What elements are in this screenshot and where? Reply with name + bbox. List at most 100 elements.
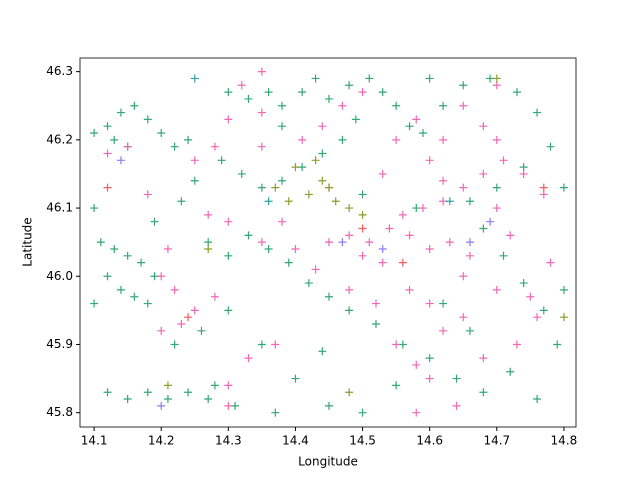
marker <box>244 354 253 363</box>
y-tick-label: 46.1 <box>46 201 73 215</box>
marker <box>298 88 307 97</box>
y-tick-label: 46.2 <box>46 132 73 146</box>
marker <box>184 313 193 322</box>
marker <box>445 238 454 247</box>
y-tick-label: 46.3 <box>46 64 73 78</box>
marker <box>278 122 287 131</box>
marker <box>257 183 266 192</box>
marker <box>157 272 166 281</box>
marker <box>459 81 468 90</box>
marker <box>103 149 112 158</box>
marker <box>130 292 139 301</box>
marker <box>492 285 501 294</box>
y-tick-label: 46.0 <box>46 269 73 283</box>
marker <box>311 265 320 274</box>
marker <box>371 320 380 329</box>
marker <box>237 81 246 90</box>
marker <box>298 135 307 144</box>
marker <box>425 244 434 253</box>
marker <box>533 108 542 117</box>
marker <box>224 251 233 260</box>
marker <box>210 142 219 151</box>
marker <box>210 292 219 301</box>
marker <box>190 176 199 185</box>
marker <box>365 74 374 83</box>
marker <box>257 142 266 151</box>
marker <box>412 408 421 417</box>
marker <box>116 156 125 165</box>
marker <box>264 197 273 206</box>
marker <box>170 340 179 349</box>
marker <box>405 285 414 294</box>
marker <box>123 251 132 260</box>
marker <box>197 326 206 335</box>
marker <box>204 210 213 219</box>
marker <box>358 210 367 219</box>
marker <box>325 238 334 247</box>
marker <box>418 129 427 138</box>
marker <box>304 190 313 199</box>
marker <box>479 224 488 233</box>
marker <box>486 217 495 226</box>
marker <box>271 183 280 192</box>
marker <box>378 88 387 97</box>
marker <box>271 408 280 417</box>
marker <box>190 306 199 315</box>
marker <box>398 340 407 349</box>
marker <box>210 381 219 390</box>
marker <box>103 122 112 131</box>
marker <box>224 306 233 315</box>
marker <box>96 238 105 247</box>
marker <box>264 88 273 97</box>
marker <box>405 231 414 240</box>
marker <box>405 122 414 131</box>
marker <box>318 149 327 158</box>
marker <box>90 129 99 138</box>
marker <box>499 156 508 165</box>
marker <box>224 401 233 410</box>
marker <box>345 388 354 397</box>
marker <box>465 251 474 260</box>
marker <box>459 272 468 281</box>
marker <box>539 183 548 192</box>
marker <box>412 360 421 369</box>
marker <box>291 163 300 172</box>
marker <box>358 251 367 260</box>
x-tick-label: 14.4 <box>282 434 309 448</box>
marker <box>492 135 501 144</box>
marker <box>298 163 307 172</box>
marker <box>412 204 421 213</box>
marker <box>190 156 199 165</box>
marker <box>163 395 172 404</box>
marker <box>519 169 528 178</box>
marker <box>512 340 521 349</box>
marker <box>479 122 488 131</box>
marker <box>257 340 266 349</box>
marker <box>163 381 172 390</box>
marker <box>459 313 468 322</box>
marker <box>157 401 166 410</box>
marker <box>425 354 434 363</box>
marker <box>378 258 387 267</box>
marker <box>257 238 266 247</box>
marker <box>492 204 501 213</box>
marker <box>143 299 152 308</box>
marker <box>479 354 488 363</box>
marker <box>439 135 448 144</box>
marker <box>257 67 266 76</box>
marker <box>311 74 320 83</box>
marker <box>465 238 474 247</box>
marker <box>184 135 193 144</box>
marker <box>190 74 199 83</box>
marker <box>539 306 548 315</box>
marker <box>512 88 521 97</box>
marker <box>278 176 287 185</box>
marker <box>143 115 152 124</box>
x-tick-label: 14.5 <box>349 434 376 448</box>
y-axis-label: Latitude <box>21 217 35 266</box>
marker <box>439 101 448 110</box>
marker <box>392 340 401 349</box>
marker <box>318 122 327 131</box>
marker <box>492 74 501 83</box>
